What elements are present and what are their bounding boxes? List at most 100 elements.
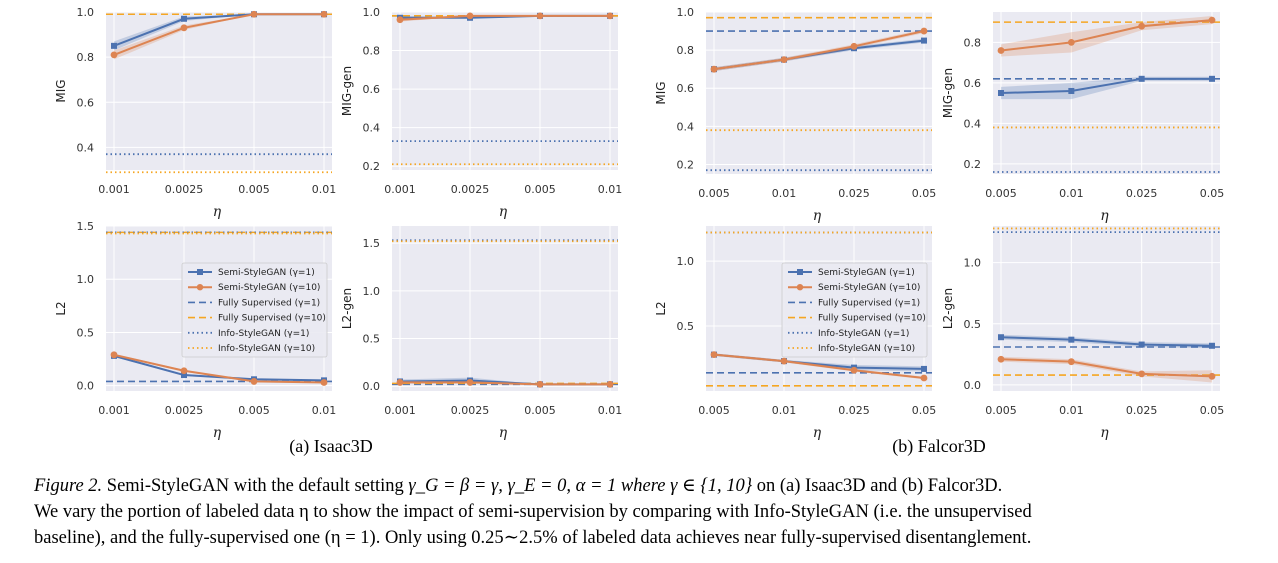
x-tick-label: 0.01 xyxy=(1059,187,1084,200)
x-tick-label: 0.0025 xyxy=(451,404,490,417)
x-tick-label: 0.01 xyxy=(312,183,337,196)
point-square-marker xyxy=(111,42,117,49)
x-axis-label: η xyxy=(499,425,508,441)
point-square-marker xyxy=(1138,75,1145,82)
series-line-semi10 xyxy=(400,381,610,386)
point-square-marker xyxy=(1209,342,1215,349)
chart-isaac-l2gen: 0.0 0.5 1.0 1.5 0.001 0.0025 0.005 0.01 η L2-gen xyxy=(340,226,622,441)
point-square-marker xyxy=(1138,341,1145,348)
y-tick-label: 0.5 xyxy=(677,320,695,333)
band-semi1 xyxy=(1001,76,1212,100)
y-tick-label: 1.0 xyxy=(77,273,95,286)
y-tick-label: 0.0 xyxy=(964,379,982,392)
series-line-semi1 xyxy=(1000,77,1212,94)
y-tick-label: 0.4 xyxy=(677,120,695,133)
point-square-marker xyxy=(181,372,187,379)
legend-marker-circle xyxy=(196,284,204,291)
figure-caption: Figure 2. Semi-StyleGAN with the default… xyxy=(34,473,1256,551)
x-tick-label: 0.005 xyxy=(698,187,730,200)
y-axis-label: MIG-gen xyxy=(941,68,955,118)
legend-label-fully1: Fully Supervised (γ=1) xyxy=(818,298,920,308)
plot-area xyxy=(392,12,618,170)
legend-box xyxy=(181,262,328,358)
x-tick-label: 0.005 xyxy=(698,404,730,417)
band-semi1 xyxy=(114,14,324,51)
y-tick-label: 0.8 xyxy=(363,45,381,58)
point-square-marker xyxy=(1068,87,1075,94)
x-axis-label: η xyxy=(213,204,222,220)
y-tick-label: 0.2 xyxy=(964,158,982,171)
y-axis-label: L2 xyxy=(54,301,68,315)
point-circle-marker xyxy=(396,16,404,24)
point-circle-marker xyxy=(850,366,858,374)
legend-label-fully1: Fully Supervised (γ=1) xyxy=(218,298,320,308)
legend-label-info1: Info-StyleGAN (γ=1) xyxy=(818,329,909,339)
point-circle-marker xyxy=(606,380,614,388)
chart-falcor-miggen: 0.2 0.4 0.6 0.8 0.005 0.01 0.025 0.05 η MIG-gen xyxy=(941,12,1224,224)
point-circle-marker xyxy=(1067,358,1075,366)
chart-isaac-miggen: 0.2 0.4 0.6 0.8 1.0 0.001 0.0025 0.005 0.01 η MIG-… xyxy=(340,6,622,220)
y-tick-label: 0.6 xyxy=(363,83,381,96)
series-line-semi10 xyxy=(713,353,925,380)
y-axis-label: L2-gen xyxy=(941,288,955,329)
y-tick-label: 1.0 xyxy=(677,255,695,268)
y-axis-label: L2-gen xyxy=(340,288,354,329)
x-axis-label: η xyxy=(813,425,822,441)
series-line-semi10 xyxy=(399,14,610,21)
caption-math-setting: γ_G = β = γ, γ_E = 0, α = 1 where γ ∈ {1… xyxy=(408,476,753,496)
point-circle-marker xyxy=(1138,22,1146,30)
y-tick-label: 1.0 xyxy=(964,257,982,270)
x-tick-label: 0.025 xyxy=(838,187,870,200)
point-square-marker xyxy=(998,334,1004,341)
y-tick-label: 1.0 xyxy=(77,6,95,19)
point-circle-marker xyxy=(710,351,718,359)
y-tick-label: 0.4 xyxy=(77,141,95,154)
x-tick-label: 0.0025 xyxy=(165,404,204,417)
point-circle-marker xyxy=(536,12,544,20)
x-axis-label: η xyxy=(1100,425,1109,441)
point-circle-marker xyxy=(320,10,328,18)
point-square-marker xyxy=(1068,336,1075,343)
x-axis-label: η xyxy=(499,204,508,220)
x-tick-label: 0.025 xyxy=(838,404,870,417)
x-tick-label: 0.005 xyxy=(524,404,556,417)
x-tick-label: 0.05 xyxy=(912,404,937,417)
point-circle-marker xyxy=(1067,38,1075,46)
x-tick-label: 0.001 xyxy=(98,404,130,417)
series-line-semi1 xyxy=(113,354,325,382)
point-circle-marker xyxy=(780,357,788,365)
point-circle-marker xyxy=(466,379,474,386)
y-tick-label: 0.2 xyxy=(363,160,381,173)
series-line-semi10 xyxy=(1000,19,1213,52)
x-axis-label: η xyxy=(1100,208,1109,224)
x-tick-label: 0.005 xyxy=(238,183,270,196)
x-tick-label: 0.01 xyxy=(312,404,337,417)
y-tick-label: 0.4 xyxy=(964,117,982,130)
point-square-marker xyxy=(1209,75,1215,82)
point-circle-marker xyxy=(180,24,188,32)
caption-text-1a: Semi-StyleGAN with the default setting xyxy=(102,476,409,496)
point-circle-marker xyxy=(710,65,718,73)
x-tick-label: 0.005 xyxy=(985,404,1017,417)
caption-text-1b: on (a) Isaac3D and (b) Falcor3D. xyxy=(752,476,1003,496)
point-square-marker xyxy=(921,365,927,372)
plot-area xyxy=(706,12,932,174)
point-circle-marker xyxy=(110,351,118,359)
legend: Semi-StyleGAN (γ=1) Semi-StyleGAN (γ=10) F… xyxy=(781,262,928,358)
point-circle-marker xyxy=(920,374,928,382)
caption-line-3: baseline), and the fully-supervised one … xyxy=(34,528,1032,548)
x-tick-label: 0.01 xyxy=(598,183,623,196)
legend-label-info10: Info-StyleGAN (γ=10) xyxy=(818,344,915,354)
legend-marker-square xyxy=(797,269,803,275)
series-line-semi10 xyxy=(113,13,324,56)
legend-label-semi1: Semi-StyleGAN (γ=1) xyxy=(218,268,315,278)
point-circle-marker xyxy=(250,378,258,385)
y-tick-label: 0.6 xyxy=(964,77,982,90)
point-circle-marker xyxy=(850,42,858,50)
x-tick-label: 0.025 xyxy=(1126,187,1158,200)
point-circle-marker xyxy=(1138,370,1146,378)
plot-area xyxy=(993,226,1220,391)
band-semi10 xyxy=(1001,16,1212,57)
point-circle-marker xyxy=(466,12,474,20)
y-tick-label: 0.5 xyxy=(77,326,95,339)
